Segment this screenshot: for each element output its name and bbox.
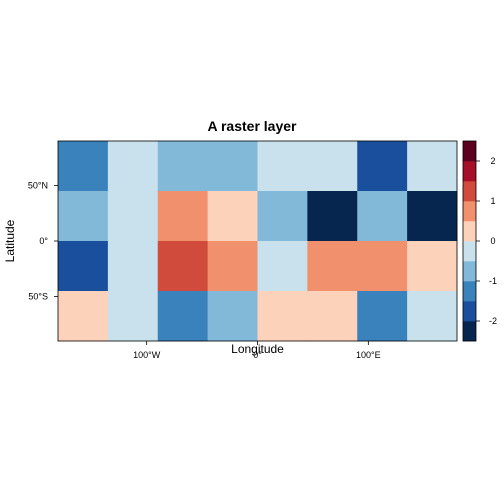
raster-cell bbox=[357, 191, 408, 242]
legend-swatch bbox=[463, 201, 476, 222]
raster-cell bbox=[407, 191, 458, 242]
raster-cell bbox=[307, 291, 358, 342]
x-tick-label: 0° bbox=[253, 350, 262, 360]
raster-cell bbox=[207, 241, 258, 292]
raster-cell bbox=[257, 291, 308, 342]
x-axis: 100°W 0° 100°E bbox=[133, 341, 381, 360]
chart-title: A raster layer bbox=[208, 118, 298, 134]
raster-cell bbox=[257, 241, 308, 292]
y-tick-label: 50°S bbox=[28, 292, 48, 302]
y-tick-label: 0° bbox=[39, 236, 48, 246]
raster-cell bbox=[407, 141, 458, 192]
raster-cell bbox=[357, 291, 408, 342]
legend-swatch bbox=[463, 141, 476, 162]
raster-cell bbox=[107, 241, 159, 292]
legend-swatch bbox=[463, 261, 476, 282]
raster-cell bbox=[58, 191, 109, 242]
raster-cell bbox=[307, 141, 358, 192]
legend-tick-label: 1 bbox=[490, 196, 495, 206]
raster-cell bbox=[407, 241, 458, 292]
raster-cell bbox=[157, 291, 209, 342]
legend-swatch bbox=[463, 301, 476, 322]
y-axis: 50°N 0° 50°S bbox=[28, 180, 58, 302]
raster-cell bbox=[257, 141, 308, 192]
x-tick-label: 100°E bbox=[356, 350, 381, 360]
raster-cell bbox=[407, 291, 458, 342]
raster-cell bbox=[107, 191, 159, 242]
legend-tick-label: -1 bbox=[489, 276, 497, 286]
legend-swatch bbox=[463, 241, 476, 262]
raster-cell bbox=[207, 141, 258, 192]
raster-cell bbox=[58, 241, 109, 292]
legend-tick-label: 2 bbox=[490, 156, 495, 166]
raster-cell bbox=[58, 141, 109, 192]
raster-cell bbox=[207, 291, 258, 342]
raster-cell bbox=[207, 191, 258, 242]
raster-cell bbox=[58, 291, 109, 342]
raster-cells bbox=[58, 141, 458, 342]
raster-cell bbox=[107, 291, 159, 342]
raster-cell bbox=[307, 191, 358, 242]
legend-tick-label: -2 bbox=[489, 316, 497, 326]
raster-cell bbox=[357, 141, 408, 192]
raster-cell bbox=[157, 141, 209, 192]
x-axis-label: Longitude bbox=[231, 342, 284, 356]
raster-cell bbox=[307, 241, 358, 292]
y-axis-label: Latitude bbox=[3, 219, 17, 262]
x-tick-label: 100°W bbox=[133, 350, 161, 360]
legend-swatch bbox=[463, 181, 476, 202]
raster-cell bbox=[357, 241, 408, 292]
color-legend: -2 -1 0 1 2 bbox=[462, 140, 497, 342]
y-tick-label: 50°N bbox=[28, 180, 48, 190]
raster-cell bbox=[157, 241, 209, 292]
raster-cell bbox=[257, 191, 308, 242]
legend-tick-label: 0 bbox=[490, 236, 495, 246]
raster-cell bbox=[107, 141, 159, 192]
legend-swatch bbox=[463, 221, 476, 242]
legend-swatch bbox=[463, 281, 476, 302]
raster-cell bbox=[157, 191, 209, 242]
legend-swatch bbox=[463, 161, 476, 182]
legend-swatch bbox=[463, 321, 476, 342]
